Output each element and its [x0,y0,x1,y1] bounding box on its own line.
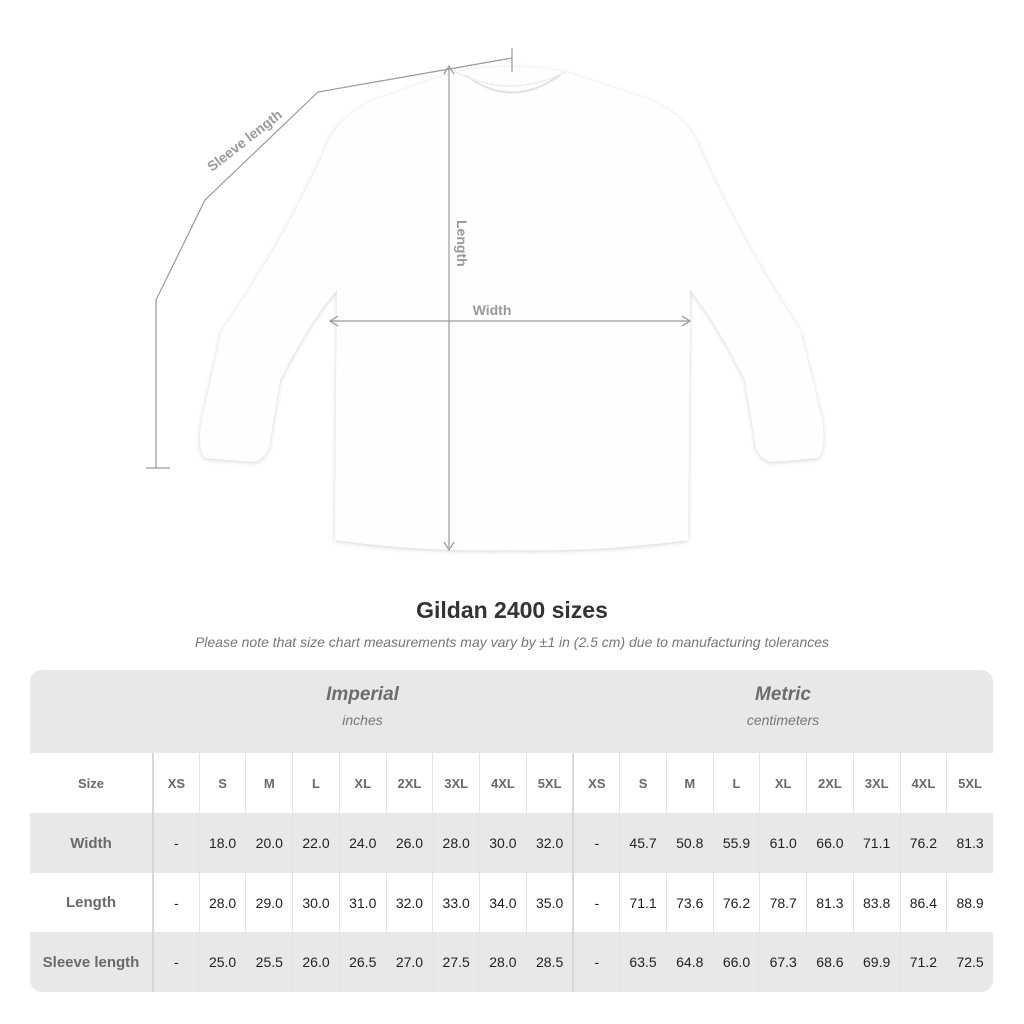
imperial-value: 33.0 [432,873,479,932]
imperial-value: 28.0 [432,813,479,873]
metric-unit: centimeters [746,712,820,728]
shirt-diagram: Sleeve length Length Width [146,48,824,552]
imperial-size-xl: XL [338,753,386,813]
metric-group: Metric centimeters [573,684,993,728]
metric-value: 67.3 [759,932,806,992]
metric-value: 66.0 [806,813,853,873]
metric-size-5xl: 5XL [946,753,993,813]
metric-value: - [572,873,619,932]
imperial-value: 24.0 [338,813,386,873]
imperial-size-5xl: 5XL [525,753,573,813]
long-sleeve-shirt [200,67,824,551]
imperial-size-s: S [198,753,246,813]
imperial-unit: inches [342,712,383,728]
imperial-value: 26.0 [292,932,339,992]
width-measure-line [328,315,692,327]
imperial-value: 34.0 [479,873,526,932]
metric-size-3xl: 3XL [852,753,900,813]
metric-value: 81.3 [806,873,853,932]
imperial-size-4xl: 4XL [479,753,526,813]
imperial-value: 27.5 [432,932,479,992]
metric-value: 68.6 [806,932,853,992]
table-row: Width -18.0 20.0 22.0 24.0 26.0 28.0 30.0 32.0-4… [30,813,993,873]
imperial-value: 25.0 [198,932,246,992]
metric-value: 88.9 [946,873,993,932]
metric-value: 50.8 [665,813,713,873]
tolerance-note: Please note that size chart measurements… [194,634,830,650]
metric-size-l: L [712,753,760,813]
metric-title: Metric [755,684,811,705]
metric-value: 76.2 [712,873,760,932]
table-row: Sleeve length -25.0 25.5 26.0 26.5 27.0 27.5 28… [30,932,993,992]
imperial-value: - [152,813,199,873]
metric-value: 45.7 [619,813,666,873]
metric-value: 66.0 [712,932,760,992]
metric-size-s: S [619,753,666,813]
imperial-value: 22.0 [292,813,339,873]
imperial-value: 32.0 [385,873,433,932]
metric-value: 81.3 [946,813,993,873]
metric-size-4xl: 4XL [899,753,947,813]
imperial-value: 32.0 [525,813,573,873]
row-label: Width [70,834,112,852]
metric-value: 71.1 [852,813,900,873]
metric-value: 71.2 [899,932,947,992]
sleeve-length-label: Sleeve length [204,106,285,174]
table-header-band: Imperial inches Metric centimeters [30,670,993,753]
imperial-size-3xl: 3XL [432,753,479,813]
imperial-value: 25.5 [245,932,292,992]
length-measure-line [443,64,455,552]
imperial-value: 31.0 [338,873,386,932]
imperial-value: 18.0 [198,813,246,873]
metric-value: 76.2 [899,813,947,873]
imperial-value: 28.0 [198,873,246,932]
metric-value: - [572,813,619,873]
imperial-group: Imperial inches [152,684,573,728]
metric-value: - [572,932,619,992]
metric-value: 73.6 [665,873,713,932]
imperial-size-l: L [292,753,339,813]
metric-size-2xl: 2XL [806,753,853,813]
metric-size-xs: XS [572,753,619,813]
table-row: Length -28.0 29.0 30.0 31.0 32.0 33.0 34.0 35.0-… [30,873,993,932]
width-label: Width [473,302,512,318]
imperial-value: 26.0 [385,813,433,873]
length-label: Length [454,220,470,267]
imperial-value: - [152,873,199,932]
imperial-value: - [152,932,199,992]
imperial-size-m: M [245,753,292,813]
metric-value: 55.9 [712,813,760,873]
metric-value: 64.8 [665,932,713,992]
row-label: Length [66,894,116,911]
metric-size-xl: XL [759,753,806,813]
imperial-size-2xl: 2XL [385,753,433,813]
metric-value: 69.9 [852,932,900,992]
imperial-value: 27.0 [385,932,433,992]
metric-size-m: M [665,753,713,813]
imperial-value: 28.0 [479,932,526,992]
metric-value: 61.0 [759,813,806,873]
size-header-row: Size XS S M L XL 2XL 3XL 4XL 5XL XS S M L XL 2XL 3XL 4XL 5… [30,753,993,813]
metric-value: 71.1 [619,873,666,932]
imperial-value: 28.5 [525,932,573,992]
imperial-value: 26.5 [338,932,386,992]
size-chart-table: Imperial inches Metric centimeters Size X… [30,670,993,992]
metric-value: 78.7 [759,873,806,932]
imperial-value: 20.0 [245,813,292,873]
page-title: Gildan 2400 sizes [416,597,608,623]
metric-value: 86.4 [899,873,947,932]
metric-value: 83.8 [852,873,900,932]
imperial-value: 30.0 [479,813,526,873]
imperial-value: 35.0 [525,873,573,932]
metric-value: 63.5 [619,932,666,992]
sleeve-measure-line [146,48,513,469]
row-label: Sleeve length [42,953,140,971]
size-header-cell: Size [77,775,104,791]
metric-value: 72.5 [946,932,993,992]
imperial-value: 29.0 [245,873,292,932]
imperial-title: Imperial [326,684,399,705]
imperial-size-xs: XS [152,753,199,813]
imperial-value: 30.0 [292,873,339,932]
